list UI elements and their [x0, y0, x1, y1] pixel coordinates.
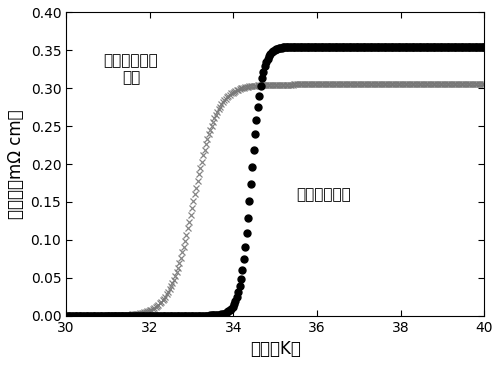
- Text: バッファー層: バッファー層: [296, 187, 351, 202]
- Y-axis label: 抵抗率（mΩ cm）: 抵抗率（mΩ cm）: [7, 109, 25, 219]
- X-axis label: 温度（K）: 温度（K）: [250, 340, 300, 358]
- Text: バッファー層
なし: バッファー層 なし: [104, 53, 158, 85]
